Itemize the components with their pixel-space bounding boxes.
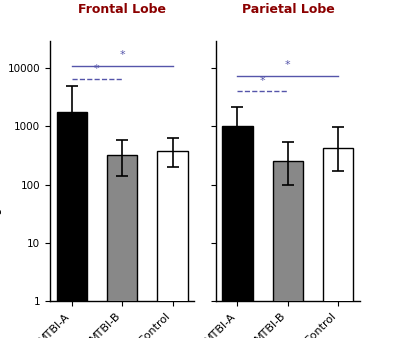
Title: Parietal Lobe: Parietal Lobe <box>242 3 334 16</box>
Text: *: * <box>94 64 100 74</box>
Text: *: * <box>285 60 291 70</box>
Text: *: * <box>119 50 125 60</box>
Bar <box>273 162 303 338</box>
Title: Frontal Lobe: Frontal Lobe <box>78 3 166 16</box>
Bar <box>157 151 188 338</box>
Text: *: * <box>260 76 266 86</box>
Bar <box>56 112 87 338</box>
Bar <box>222 126 253 338</box>
Bar <box>107 155 137 338</box>
Bar <box>323 148 354 338</box>
Y-axis label: Log (WMHI volume): Log (WMHI volume) <box>0 113 2 228</box>
